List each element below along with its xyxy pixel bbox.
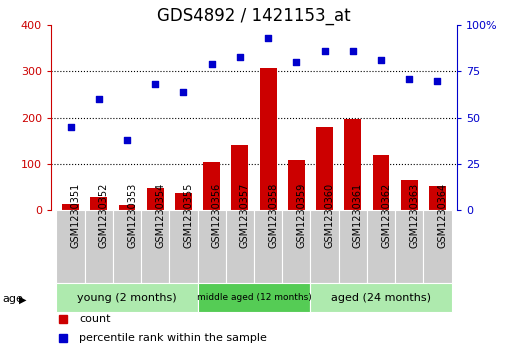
Bar (310, 284, 452, 312)
Bar (282, 210, 310, 284)
Point (67, 124, 75, 130)
Bar (344, 119, 361, 210)
Text: GSM1230356: GSM1230356 (212, 183, 221, 248)
Bar (113, 210, 141, 284)
Bar (429, 186, 446, 210)
Text: middle aged (12 months): middle aged (12 months) (197, 293, 311, 302)
Text: GSM1230359: GSM1230359 (296, 183, 306, 248)
Text: GSM1230360: GSM1230360 (325, 183, 335, 248)
Point (236, 54, 244, 60)
Bar (56, 284, 198, 312)
Text: GSM1230357: GSM1230357 (240, 183, 250, 248)
Bar (232, 145, 248, 210)
Text: GSM1230363: GSM1230363 (409, 183, 419, 248)
Bar (226, 210, 254, 284)
Text: GSM1230361: GSM1230361 (353, 183, 363, 248)
Bar (198, 284, 310, 312)
Bar (62, 204, 79, 210)
Text: count: count (79, 314, 111, 324)
Bar (367, 210, 395, 284)
Bar (288, 160, 305, 210)
Bar (147, 188, 164, 210)
Point (348, 48, 357, 54)
Bar (141, 210, 169, 284)
Text: ▶: ▶ (19, 294, 27, 305)
Bar (175, 193, 192, 210)
Bar (310, 210, 339, 284)
Point (321, 48, 329, 54)
Bar (395, 210, 423, 284)
Text: GSM1230352: GSM1230352 (99, 183, 109, 248)
Point (151, 81, 160, 87)
Bar (401, 180, 418, 210)
Bar (423, 210, 452, 284)
Text: GSM1230358: GSM1230358 (268, 183, 278, 248)
Text: age: age (3, 294, 23, 305)
Text: aged (24 months): aged (24 months) (331, 293, 431, 303)
Point (208, 61, 216, 67)
Bar (372, 155, 390, 210)
Point (292, 60, 300, 65)
Text: GSM1230364: GSM1230364 (437, 183, 448, 248)
Text: GSM1230353: GSM1230353 (127, 183, 137, 248)
Text: GSM1230354: GSM1230354 (155, 183, 165, 248)
Bar (203, 162, 220, 210)
Bar (118, 205, 136, 210)
Bar (56, 210, 85, 284)
Text: young (2 months): young (2 months) (77, 293, 177, 303)
Text: GSM1230351: GSM1230351 (71, 183, 81, 248)
Bar (85, 210, 113, 284)
Point (377, 57, 385, 63)
Text: percentile rank within the sample: percentile rank within the sample (79, 333, 267, 343)
Title: GDS4892 / 1421153_at: GDS4892 / 1421153_at (157, 7, 351, 25)
Bar (260, 68, 276, 210)
Point (433, 78, 441, 83)
Point (123, 137, 131, 143)
Point (405, 76, 414, 82)
Text: GSM1230355: GSM1230355 (183, 183, 194, 248)
Bar (90, 197, 107, 210)
Bar (339, 210, 367, 284)
Bar (169, 210, 198, 284)
Bar (316, 127, 333, 210)
Point (179, 89, 187, 95)
Point (264, 36, 272, 41)
Text: GSM1230362: GSM1230362 (381, 183, 391, 248)
Point (94, 96, 103, 102)
Bar (198, 210, 226, 284)
Bar (254, 210, 282, 284)
